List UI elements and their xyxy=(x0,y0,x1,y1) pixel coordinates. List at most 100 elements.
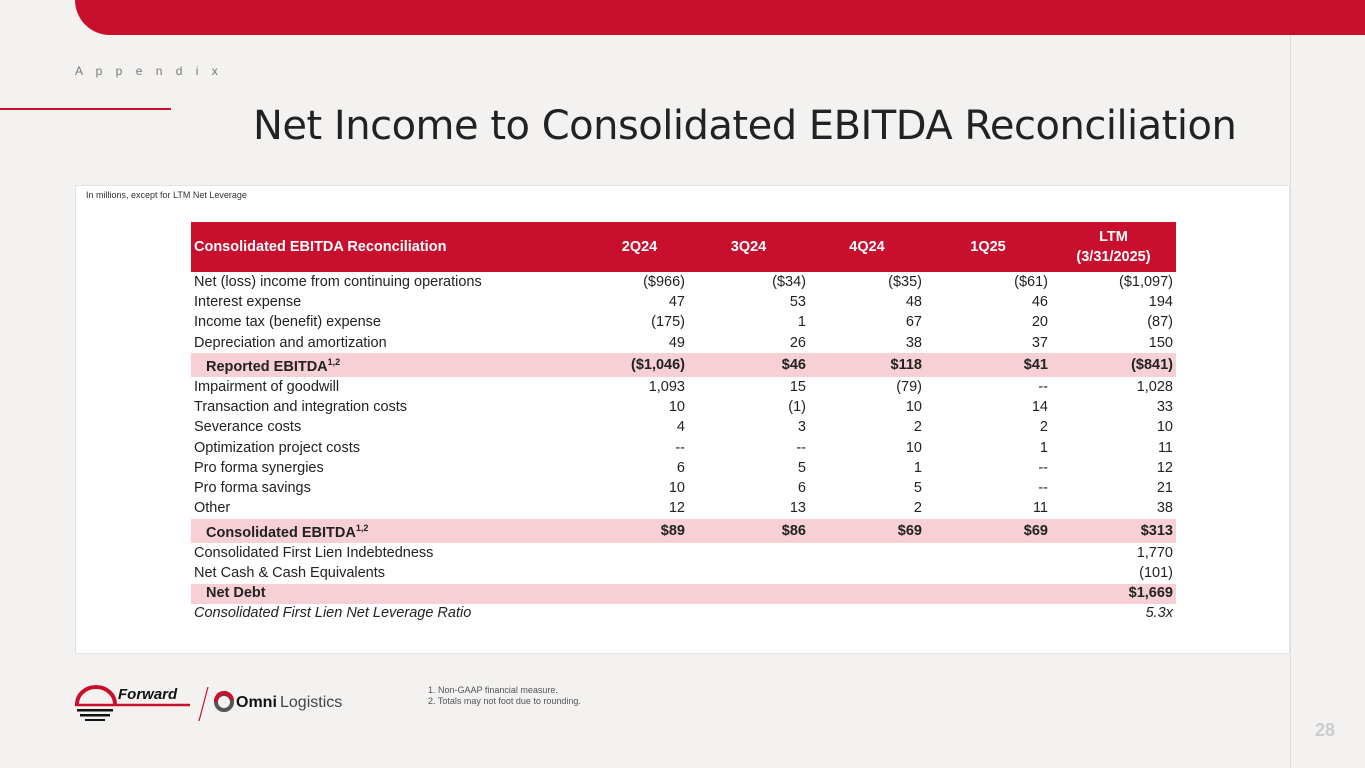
cell-value: ($61) xyxy=(1014,273,1048,290)
cell-value: $46 xyxy=(688,353,809,378)
ebitda-table: Consolidated EBITDA Reconciliation 2Q24 … xyxy=(191,222,1176,624)
cell-value: 48 xyxy=(905,293,922,310)
row-label: Consolidated First Lien Indebtedness xyxy=(191,543,591,563)
cell-value: ($34) xyxy=(772,273,806,290)
cell-value: 1,093 xyxy=(648,378,685,395)
cell-value: 10 xyxy=(668,398,685,415)
cell-value: 67 xyxy=(905,314,922,331)
table-row: Impairment of goodwill 1,093 15 (79) -- 1,028 xyxy=(191,377,1176,397)
row-label: Net (loss) income from continuing operat… xyxy=(191,272,591,292)
table-row: Optimization project costs -- -- 10 1 11 xyxy=(191,438,1176,458)
cell-value xyxy=(809,563,925,583)
cell-value: 1 xyxy=(913,459,922,476)
row-label: Pro forma synergies xyxy=(191,458,591,478)
cell-value: 20 xyxy=(1031,314,1048,331)
cell-value: 1,770 xyxy=(1136,544,1173,561)
cell-value: 2 xyxy=(1039,419,1048,436)
logistics-wordmark: Logistics xyxy=(280,694,343,711)
cell-value: -- xyxy=(1038,480,1048,497)
units-note: In millions, except for LTM Net Leverage xyxy=(86,190,247,200)
row-label: Income tax (benefit) expense xyxy=(191,313,591,333)
column-header: 1Q25 xyxy=(925,222,1051,272)
table-row: Income tax (benefit) expense (175) 1 67 20 (8… xyxy=(191,313,1176,333)
row-label: Consolidated EBITDA1,2 xyxy=(191,519,591,543)
row-label: Net Debt xyxy=(191,583,591,604)
cell-value xyxy=(688,583,809,604)
cell-value: $69 xyxy=(925,519,1051,543)
row-label: Depreciation and amortization xyxy=(191,333,591,353)
cell-value: $41 xyxy=(925,353,1051,378)
footnotes: 1. Non-GAAP financial measure. 2. Totals… xyxy=(428,685,581,707)
cell-value: ($35) xyxy=(888,273,922,290)
row-label: Consolidated First Lien Net Leverage Rat… xyxy=(191,604,591,624)
top-banner xyxy=(75,0,1365,35)
row-label: Impairment of goodwill xyxy=(191,377,591,397)
cell-value: 3 xyxy=(797,419,806,436)
cell-value xyxy=(925,543,1051,563)
table-row: Reported EBITDA1,2 ($1,046) $46 $118 $41 ($84… xyxy=(191,353,1176,378)
cell-value: -- xyxy=(1038,459,1048,476)
table-row: Other 12 13 2 11 38 xyxy=(191,499,1176,519)
cell-value: 12 xyxy=(668,500,685,517)
table-row: Depreciation and amortization 49 26 38 37 150 xyxy=(191,333,1176,353)
table-row: Consolidated First Lien Net Leverage Rat… xyxy=(191,604,1176,624)
company-logos: Forward Omni Logistics xyxy=(75,684,365,724)
table-row: Interest expense 47 53 48 46 194 xyxy=(191,292,1176,312)
row-label-text: Pro forma savings xyxy=(194,480,311,497)
forward-logo xyxy=(75,685,234,722)
omni-wordmark: Omni xyxy=(236,694,277,711)
cell-value: 5 xyxy=(797,459,806,476)
cell-value xyxy=(925,563,1051,583)
row-label-text: Consolidated EBITDA xyxy=(206,524,356,541)
row-label-text: Interest expense xyxy=(194,293,302,310)
footnote-ref: 1,2 xyxy=(355,523,369,534)
cell-value: (87) xyxy=(1147,314,1173,331)
footnote: 2. Totals may not foot due to rounding. xyxy=(428,696,581,706)
divider xyxy=(1290,35,1291,768)
row-label-text: Severance costs xyxy=(194,419,302,436)
cell-value: 1 xyxy=(1039,439,1048,456)
cell-value: 10 xyxy=(1156,419,1173,436)
cell-value: 6 xyxy=(797,480,806,497)
cell-value: ($966) xyxy=(643,273,685,290)
cell-value: $313 xyxy=(1051,519,1176,543)
cell-value: 6 xyxy=(676,459,685,476)
cell-value: 38 xyxy=(1156,500,1173,517)
row-label-text: Optimization project costs xyxy=(194,439,361,456)
row-label-text: Net Cash & Cash Equivalents xyxy=(194,564,386,581)
cell-value: 47 xyxy=(668,293,685,310)
cell-value xyxy=(925,604,1051,624)
cell-value: 11 xyxy=(1032,500,1048,517)
table-row: Transaction and integration costs 10 (1) 10… xyxy=(191,397,1176,417)
cell-value: -- xyxy=(675,439,685,456)
cell-value: 37 xyxy=(1031,334,1048,351)
cell-value: 21 xyxy=(1156,480,1173,497)
row-label: Severance costs xyxy=(191,418,591,438)
cell-value: (175) xyxy=(651,314,685,331)
cell-value: 11 xyxy=(1157,439,1173,456)
forward-wordmark: Forward xyxy=(118,686,178,703)
cell-value: 13 xyxy=(789,500,806,517)
row-label: Interest expense xyxy=(191,292,591,312)
cell-value xyxy=(688,604,809,624)
table-card: In millions, except for LTM Net Leverage… xyxy=(75,185,1290,654)
cell-value: 12 xyxy=(1156,459,1173,476)
column-header: 3Q24 xyxy=(688,222,809,272)
row-label: Pro forma savings xyxy=(191,479,591,499)
table-header: Consolidated EBITDA Reconciliation 2Q24 … xyxy=(191,222,1176,272)
table-row: Pro forma savings 10 6 5 -- 21 xyxy=(191,479,1176,499)
row-label-text: Transaction and integration costs xyxy=(194,398,408,415)
cell-value: 4 xyxy=(676,419,685,436)
cell-value: (79) xyxy=(896,378,922,395)
row-label-text: Consolidated First Lien Indebtedness xyxy=(194,544,434,561)
row-label-text: Pro forma synergies xyxy=(194,459,324,476)
cell-value: 150 xyxy=(1148,334,1173,351)
cell-value xyxy=(591,543,688,563)
cell-value: 15 xyxy=(789,378,806,395)
cell-value: 5.3x xyxy=(1145,605,1173,622)
cell-value xyxy=(688,543,809,563)
cell-value xyxy=(688,563,809,583)
table-row: Consolidated EBITDA1,2 $89 $86 $69 $69 $313 xyxy=(191,519,1176,543)
cell-value: ($1,046) xyxy=(591,353,688,378)
column-header: 2Q24 xyxy=(591,222,688,272)
